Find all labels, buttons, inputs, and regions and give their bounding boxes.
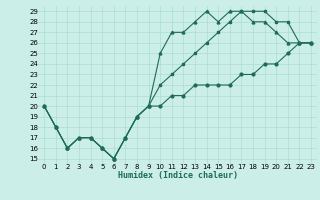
X-axis label: Humidex (Indice chaleur): Humidex (Indice chaleur) bbox=[118, 171, 238, 180]
